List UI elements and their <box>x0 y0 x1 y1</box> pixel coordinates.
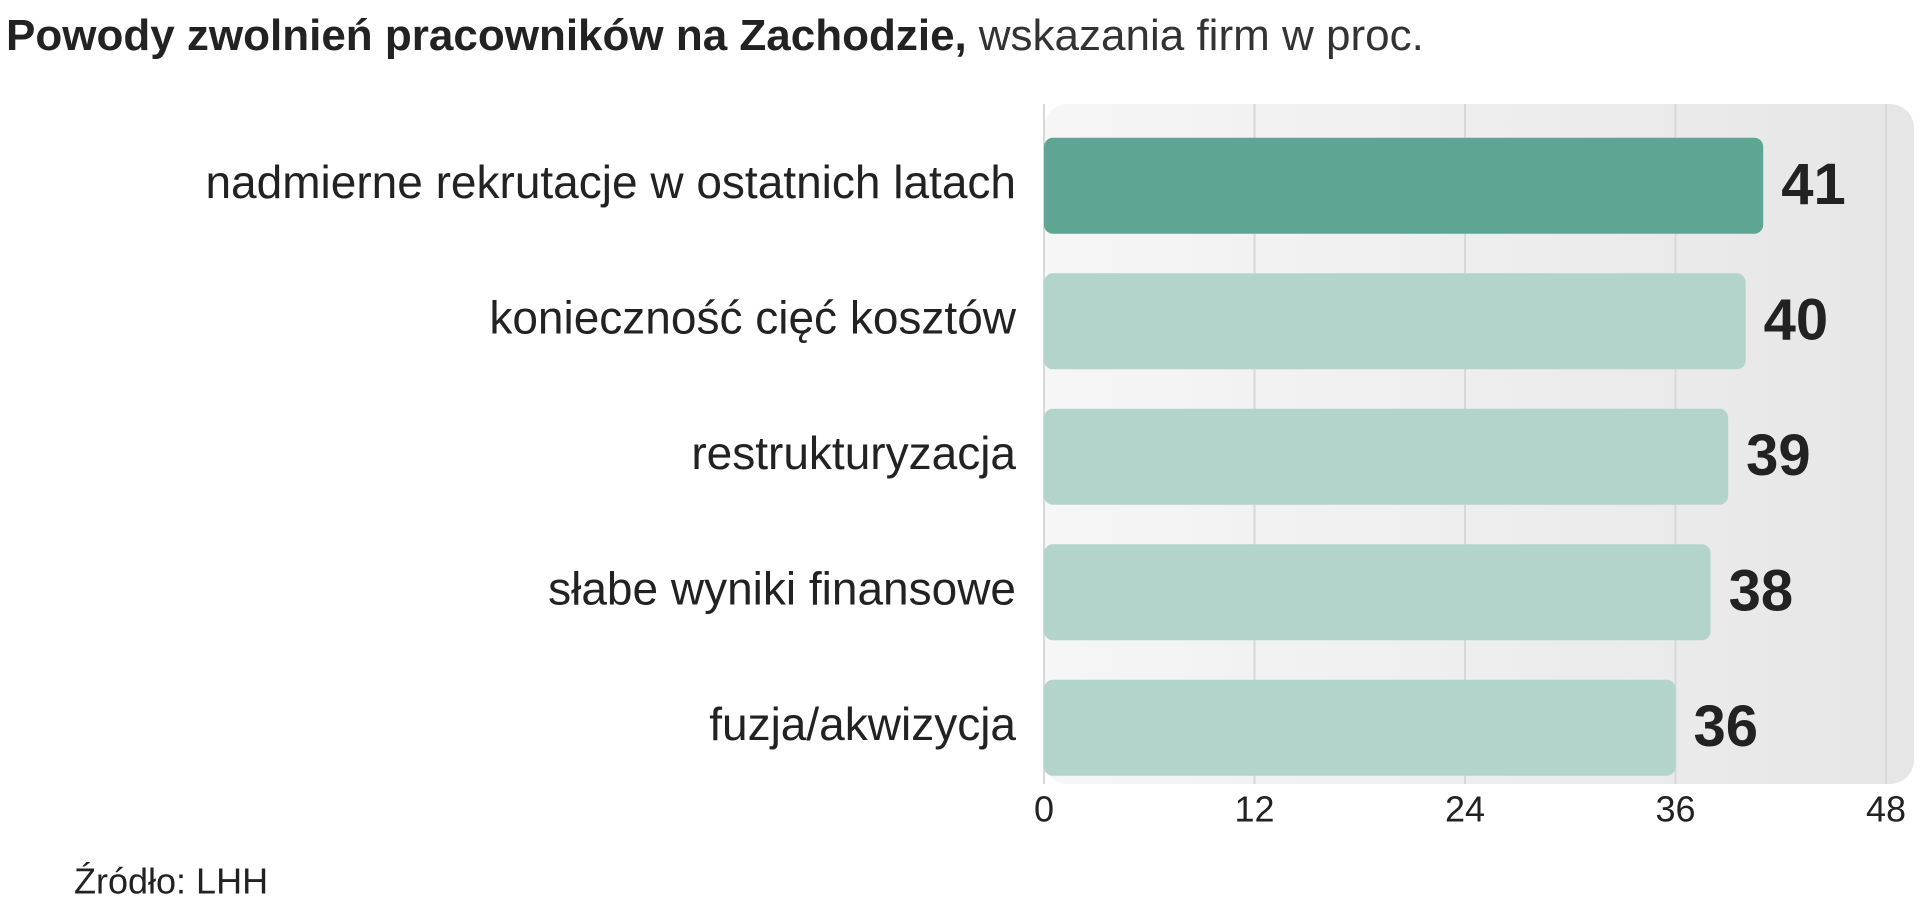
x-tick-label: 36 <box>1655 789 1695 830</box>
y-tick-label: restrukturyzacja <box>691 427 1016 479</box>
chart-subtitle: wskazania firm w proc. <box>978 11 1424 60</box>
bar <box>1044 137 1764 234</box>
bar <box>1044 408 1729 505</box>
bar <box>1044 679 1676 776</box>
y-tick-label: fuzja/akwizycja <box>709 698 1016 750</box>
x-tick-label: 48 <box>1866 789 1906 830</box>
chart-title: Powody zwolnień pracowników na Zachodzie… <box>6 11 967 60</box>
plot: 0 12 24 36 48 nadmierne rekrutacje w ostatnic… <box>205 104 1906 830</box>
chart-heading: Powody zwolnień pracowników na Zachodzie… <box>6 11 1424 60</box>
y-tick-label: nadmierne rekrutacje w ostatnich latach <box>205 156 1016 208</box>
bar <box>1044 544 1711 641</box>
y-tick-label: słabe wyniki finansowe <box>548 562 1016 614</box>
x-tick-label: 0 <box>1034 789 1054 830</box>
value-label: 41 <box>1781 152 1846 217</box>
x-tick-label: 12 <box>1234 789 1274 830</box>
x-tick-label: 24 <box>1445 789 1485 830</box>
source: Źródło: LHH <box>74 861 268 902</box>
value-label: 40 <box>1764 288 1829 353</box>
value-label: 38 <box>1729 559 1794 624</box>
bar <box>1044 273 1746 370</box>
y-tick-label: konieczność cięć kosztów <box>489 291 1016 343</box>
value-label: 39 <box>1746 423 1811 488</box>
value-label: 36 <box>1694 694 1759 759</box>
